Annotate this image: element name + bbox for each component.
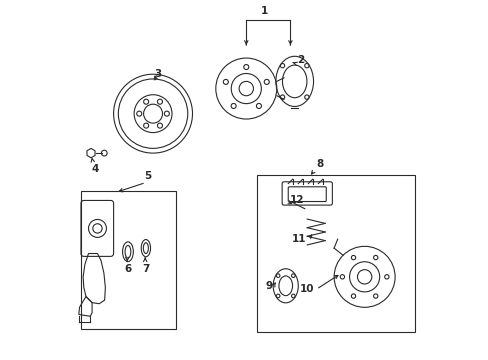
Text: 12: 12 [289,195,303,205]
Text: 11: 11 [291,234,305,244]
Text: 5: 5 [144,171,151,181]
Text: 7: 7 [142,264,149,274]
Text: 2: 2 [297,55,304,65]
Text: 8: 8 [316,158,323,168]
Text: 9: 9 [265,281,272,291]
Text: 3: 3 [155,69,162,79]
Bar [257,175,414,332]
Text: 1: 1 [260,6,267,16]
Text: 10: 10 [299,284,314,294]
Text: 4: 4 [92,164,99,174]
Text: 6: 6 [124,264,131,274]
Bar [81,191,176,329]
